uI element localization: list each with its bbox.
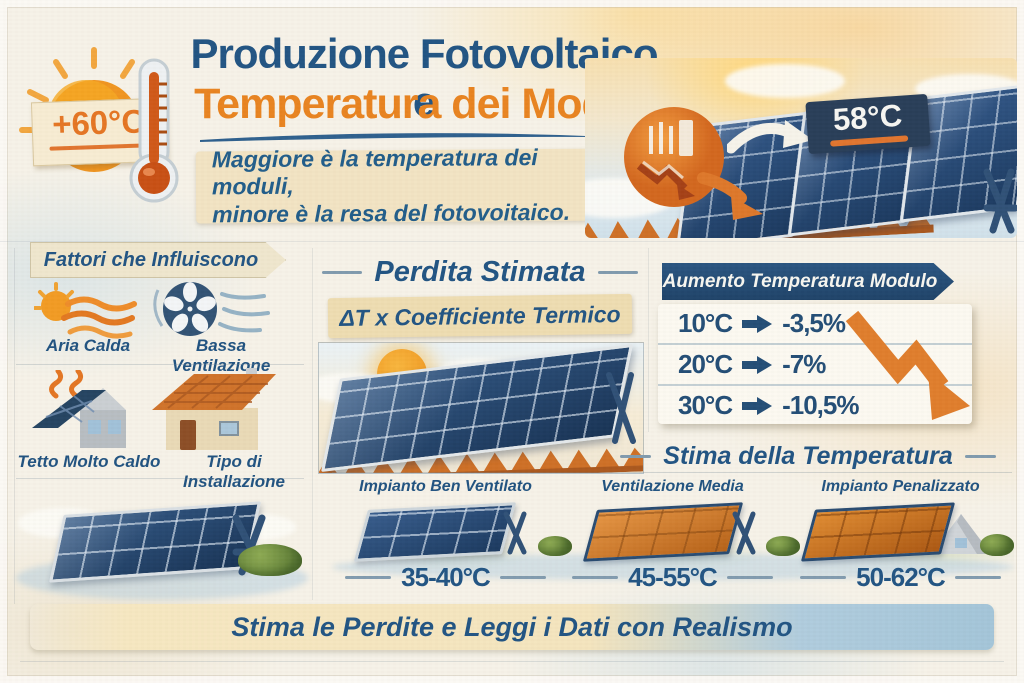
scenario-label: Impianto Ben Ventilato <box>359 478 532 495</box>
factors-title: Fattori che Influiscono <box>43 248 259 271</box>
ground-mount-illustration <box>16 482 308 604</box>
divider <box>16 478 304 479</box>
title-underline-swoosh <box>200 133 612 142</box>
dash <box>597 271 638 274</box>
scenario-temp: 45-55°C <box>628 562 718 592</box>
delta-value: 30°C <box>678 390 733 420</box>
right-arrow-icon <box>742 396 773 415</box>
scenario-well-ventilated: Impianto Ben Ventilato 35-40°C <box>332 478 559 600</box>
temp-rise-title: Aumento Temperatura Modulo <box>662 270 938 292</box>
bush <box>238 544 302 576</box>
factor-label: Tipo di Installazione <box>182 452 286 491</box>
hot-air-sun-icon <box>34 282 137 339</box>
footer-banner: Stima le Perdite e Leggi i Dati con Real… <box>30 604 994 650</box>
divider <box>0 241 1024 242</box>
panel-stand <box>606 372 636 444</box>
solar-panel <box>353 502 517 562</box>
divider <box>648 248 649 432</box>
hot-roof-house-icon <box>32 370 126 448</box>
dash <box>322 271 363 274</box>
loss-title: Perdita Stimata <box>374 256 586 288</box>
loss-value: -10,5% <box>782 390 859 420</box>
panel-stand <box>732 511 756 555</box>
bush <box>538 536 572 556</box>
estimate-title: Stima della Temperatura <box>663 442 953 470</box>
table-row: 10°C -3,5% <box>658 304 972 345</box>
footer-text: Stima le Perdite e Leggi i Dati con Real… <box>231 611 793 642</box>
panel-stand <box>503 511 527 555</box>
scenario-penalized: Impianto Penalizzato 50-62°C <box>787 478 1014 600</box>
table-row: 20°C -7% <box>658 345 972 386</box>
roof-array-illustration <box>318 342 644 474</box>
cloud <box>725 64 845 98</box>
factor-label: Aria Calda <box>45 336 131 355</box>
ground-wash <box>332 554 1014 580</box>
scenario-label: Impianto Penalizzato <box>821 478 980 495</box>
divider <box>16 364 304 365</box>
scenario-temp: 50-62°C <box>856 562 946 592</box>
right-arrow-icon <box>742 314 773 333</box>
subtitle-line2: minore è la resa del fotovoitaico. <box>212 198 571 228</box>
solar-panel <box>800 502 956 562</box>
loss-value: -3,5% <box>782 308 846 338</box>
subtitle-band: Maggiore è la temperatura dei moduli, mi… <box>195 144 621 227</box>
dash <box>954 576 1001 579</box>
divider <box>332 472 1012 473</box>
title-line1: Produzione Fotovoltaico e <box>190 30 659 125</box>
curved-arrow-icon <box>727 120 813 154</box>
module-temperature-value: 58°C <box>831 97 904 138</box>
dash <box>499 576 546 579</box>
hero-illustration: 58°C <box>585 58 1017 238</box>
divider <box>312 248 313 600</box>
scenario-temp-row: 45-55°C <box>559 562 786 593</box>
scenario-temp: 35-40°C <box>401 562 491 592</box>
dash <box>800 576 847 579</box>
bush <box>980 534 1014 556</box>
temp-rise-ribbon: Aumento Temperatura Modulo <box>662 263 954 300</box>
bush <box>766 536 800 556</box>
delta-value: 10°C <box>678 308 733 338</box>
declining-trend-arrow-icon <box>845 310 970 420</box>
scenario-temp-row: 35-40°C <box>332 562 559 593</box>
fan-icon <box>153 282 270 336</box>
scenario-strip: Impianto Ben Ventilato 35-40°C Ventilazi… <box>332 478 1014 602</box>
dash <box>726 576 773 579</box>
scenario-medium-ventilation: Ventilazione Media 45-55°C <box>559 478 786 600</box>
subtitle-line1: Maggiore è la temperatura dei moduli, <box>211 143 538 200</box>
loss-value: -7% <box>782 349 826 379</box>
module-temperature-badge: 58°C <box>805 93 931 155</box>
dash <box>620 455 652 458</box>
table-row: 30°C -10,5% <box>658 386 972 425</box>
dash <box>345 576 392 579</box>
temp-rise-table: 10°C -3,5% 20°C -7% 30°C -10,5% <box>658 304 972 424</box>
right-arrow-icon <box>742 355 773 374</box>
tiled-roof-house-icon <box>152 368 276 450</box>
estimate-section-header: Stima della Temperatura <box>620 442 996 471</box>
loss-formula-band: ΔT x Coefficiente Termico <box>327 293 633 339</box>
scenario-temp-row: 50-62°C <box>787 562 1014 593</box>
dash <box>572 576 619 579</box>
factors-banner: Fattori che Influiscono <box>30 242 286 278</box>
factor-label: Tetto Molto Caldo <box>17 452 161 471</box>
divider <box>14 248 15 604</box>
solar-panel <box>582 502 744 562</box>
thermometer-icon <box>129 58 179 203</box>
title-line2: Temperatura dei Moduli <box>194 80 655 128</box>
factor-label: Bassa Ventilazione <box>171 336 271 375</box>
delta-value: 20°C <box>678 349 733 379</box>
panel-stand <box>983 168 1017 234</box>
dash <box>964 455 996 458</box>
divider <box>20 661 1004 662</box>
down-right-arrow-icon <box>697 172 763 220</box>
scenario-label: Ventilazione Media <box>601 478 744 495</box>
loss-section-header: Perdita Stimata <box>320 256 640 289</box>
